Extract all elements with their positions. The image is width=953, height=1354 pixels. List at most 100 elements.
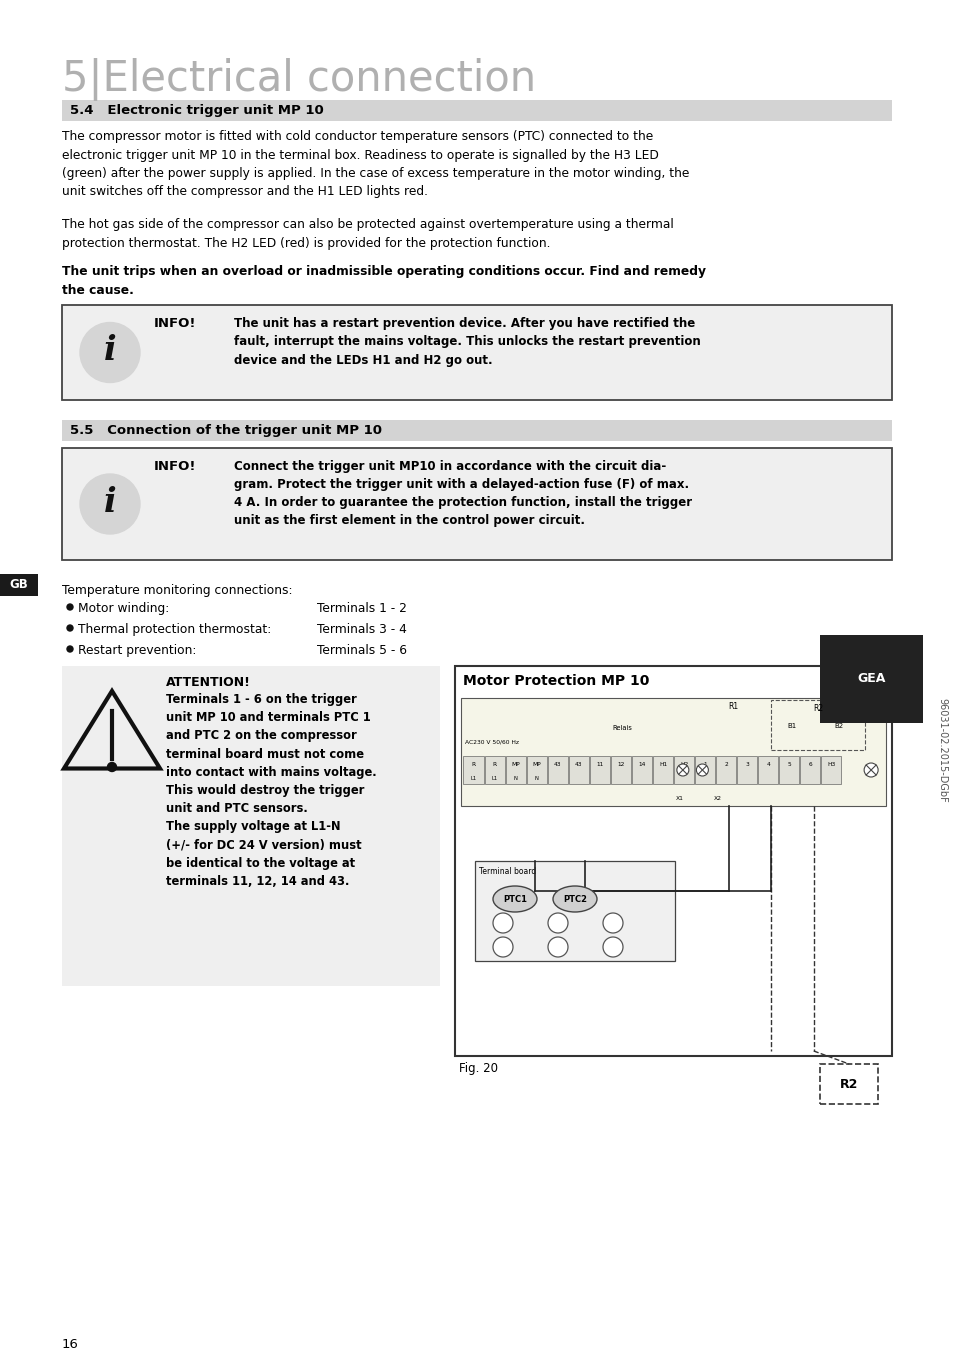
Text: MP: MP — [532, 761, 540, 766]
Text: Relais: Relais — [612, 724, 632, 731]
FancyBboxPatch shape — [695, 756, 715, 784]
Text: PTC1: PTC1 — [502, 895, 526, 903]
Text: Terminals 1 - 6 on the trigger
unit MP 10 and terminals PTC 1
and PTC 2 on the c: Terminals 1 - 6 on the trigger unit MP 1… — [166, 693, 376, 888]
Text: B2: B2 — [834, 723, 842, 728]
Circle shape — [863, 764, 877, 777]
FancyBboxPatch shape — [547, 756, 567, 784]
Text: 12: 12 — [617, 761, 624, 766]
Text: Terminals 5 - 6: Terminals 5 - 6 — [316, 645, 407, 657]
Text: 1: 1 — [702, 761, 706, 766]
Text: 11: 11 — [596, 761, 603, 766]
Circle shape — [493, 913, 513, 933]
Text: 5|Electrical connection: 5|Electrical connection — [62, 58, 536, 102]
FancyBboxPatch shape — [716, 756, 736, 784]
Text: Fig. 20: Fig. 20 — [458, 1062, 497, 1075]
Text: Thermal protection thermostat:: Thermal protection thermostat: — [78, 623, 271, 636]
Text: H1: H1 — [659, 761, 666, 766]
Text: R2: R2 — [839, 1078, 858, 1090]
FancyBboxPatch shape — [62, 448, 891, 561]
Circle shape — [602, 937, 622, 957]
Text: 14: 14 — [638, 761, 645, 766]
Text: 43: 43 — [554, 761, 561, 766]
Text: R: R — [471, 761, 476, 766]
Text: H3: H3 — [826, 761, 835, 766]
Text: INFO!: INFO! — [153, 460, 196, 473]
FancyBboxPatch shape — [526, 756, 546, 784]
FancyBboxPatch shape — [610, 756, 630, 784]
Text: ATTENTION!: ATTENTION! — [166, 676, 251, 689]
Text: 5: 5 — [786, 761, 790, 766]
FancyBboxPatch shape — [631, 756, 651, 784]
Text: N: N — [513, 776, 517, 780]
Circle shape — [67, 604, 73, 611]
Text: INFO!: INFO! — [153, 317, 196, 330]
Text: Connect the trigger unit MP10 in accordance with the circuit dia-
gram. Protect : Connect the trigger unit MP10 in accorda… — [233, 460, 691, 527]
Text: 4: 4 — [765, 761, 769, 766]
Text: R2: R2 — [812, 704, 822, 714]
Text: B1: B1 — [787, 723, 797, 728]
Text: Motor Protection MP 10: Motor Protection MP 10 — [462, 674, 649, 688]
Text: Motor winding:: Motor winding: — [78, 603, 169, 615]
FancyBboxPatch shape — [673, 756, 694, 784]
Text: Temperature monitoring connections:: Temperature monitoring connections: — [62, 584, 293, 597]
Text: GB: GB — [10, 578, 29, 592]
Circle shape — [80, 322, 140, 382]
Circle shape — [67, 646, 73, 653]
Text: X1: X1 — [675, 796, 683, 800]
Circle shape — [547, 937, 567, 957]
Circle shape — [493, 937, 513, 957]
Text: 3: 3 — [744, 761, 748, 766]
Circle shape — [676, 764, 688, 776]
Circle shape — [602, 913, 622, 933]
Text: Terminals 3 - 4: Terminals 3 - 4 — [316, 623, 406, 636]
FancyBboxPatch shape — [0, 574, 38, 596]
FancyBboxPatch shape — [821, 756, 841, 784]
Ellipse shape — [553, 886, 597, 913]
Text: 5.5   Connection of the trigger unit MP 10: 5.5 Connection of the trigger unit MP 10 — [70, 424, 381, 437]
Text: PTC2: PTC2 — [562, 895, 586, 903]
Text: Terminals 1 - 2: Terminals 1 - 2 — [316, 603, 406, 615]
FancyBboxPatch shape — [62, 305, 891, 399]
FancyBboxPatch shape — [455, 666, 891, 1056]
Text: H2: H2 — [679, 761, 687, 766]
Text: MP: MP — [511, 761, 519, 766]
FancyBboxPatch shape — [758, 756, 778, 784]
Text: L1: L1 — [470, 776, 476, 780]
Text: R1: R1 — [727, 701, 738, 711]
Ellipse shape — [493, 886, 537, 913]
Text: 6: 6 — [807, 761, 811, 766]
Text: 5.4   Electronic trigger unit MP 10: 5.4 Electronic trigger unit MP 10 — [70, 104, 323, 116]
Text: i: i — [104, 486, 116, 519]
Circle shape — [696, 764, 708, 776]
Text: i: i — [104, 334, 116, 367]
FancyBboxPatch shape — [460, 699, 885, 806]
FancyBboxPatch shape — [800, 756, 820, 784]
Circle shape — [67, 626, 73, 631]
FancyBboxPatch shape — [463, 756, 483, 784]
Circle shape — [108, 762, 116, 772]
FancyBboxPatch shape — [568, 756, 588, 784]
Text: N: N — [535, 776, 538, 780]
Text: The compressor motor is fitted with cold conductor temperature sensors (PTC) con: The compressor motor is fitted with cold… — [62, 130, 689, 199]
FancyBboxPatch shape — [62, 100, 891, 121]
FancyBboxPatch shape — [505, 756, 525, 784]
Text: R: R — [492, 761, 497, 766]
Text: L1: L1 — [491, 776, 497, 780]
Text: X2: X2 — [714, 796, 721, 800]
Circle shape — [80, 474, 140, 533]
FancyBboxPatch shape — [475, 861, 675, 961]
Text: The unit trips when an overload or inadmissible operating conditions occur. Find: The unit trips when an overload or inadm… — [62, 265, 705, 297]
Text: AC230 V 50/60 Hz: AC230 V 50/60 Hz — [464, 739, 518, 745]
FancyBboxPatch shape — [484, 756, 504, 784]
Text: Restart prevention:: Restart prevention: — [78, 645, 196, 657]
Text: Terminal board: Terminal board — [478, 867, 536, 876]
Text: The hot gas side of the compressor can also be protected against overtemperature: The hot gas side of the compressor can a… — [62, 218, 673, 249]
Text: 2: 2 — [723, 761, 727, 766]
Text: 96031-02.2015-DGbF: 96031-02.2015-DGbF — [936, 697, 946, 803]
FancyBboxPatch shape — [589, 756, 609, 784]
Text: 43: 43 — [575, 761, 582, 766]
FancyBboxPatch shape — [820, 1064, 877, 1104]
FancyBboxPatch shape — [62, 420, 891, 441]
Circle shape — [547, 913, 567, 933]
Text: GEA: GEA — [857, 672, 885, 685]
